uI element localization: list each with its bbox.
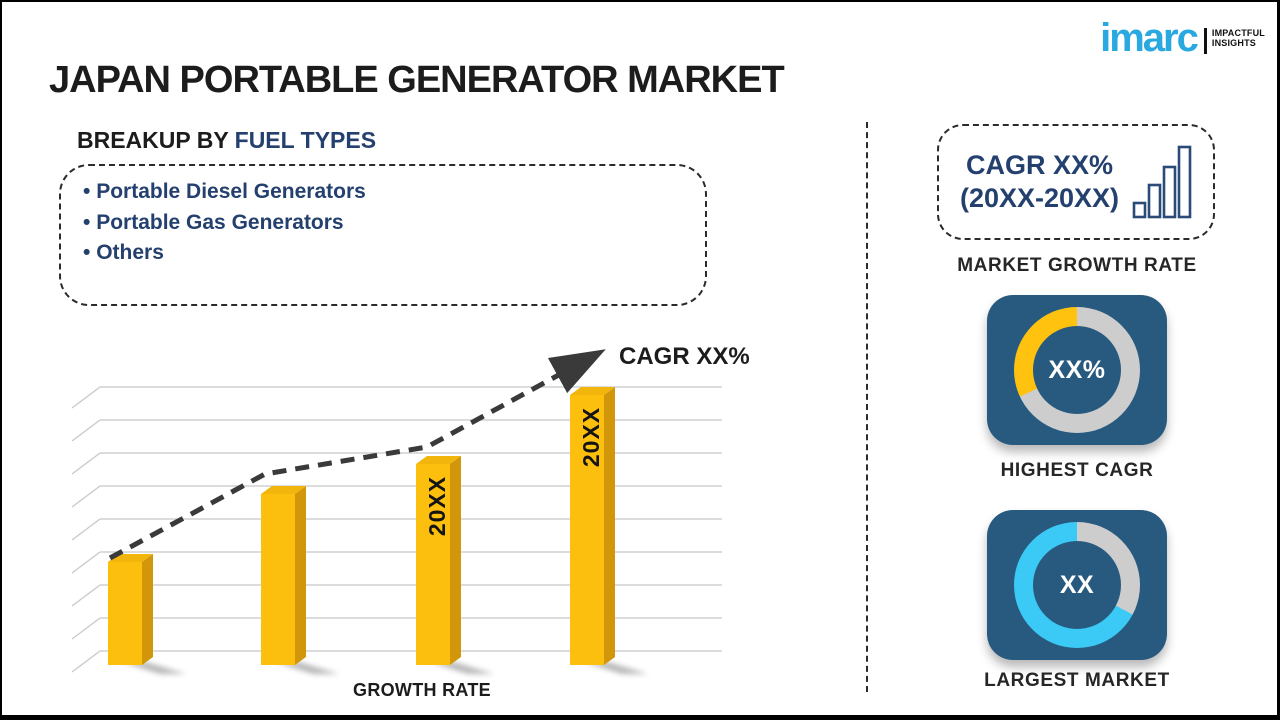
imarc-logo: imarc IMPACTFUL INSIGHTS — [1100, 18, 1265, 58]
breakup-heading-prefix: BREAKUP BY — [77, 127, 235, 153]
bar-chart-icon — [1132, 145, 1192, 219]
logo-tagline-line1: IMPACTFUL — [1211, 28, 1265, 38]
section-divider — [866, 122, 868, 692]
highest-cagr-donut: XX% — [1014, 307, 1140, 433]
market-growth-rate-box: CAGR XX% (20XX-20XX) — [937, 124, 1215, 240]
cagr-line2: (20XX-20XX) — [959, 183, 1120, 213]
highest-cagr-value: XX% — [1033, 326, 1121, 414]
highest-cagr-card: XX% — [987, 295, 1167, 445]
svg-text:20XX: 20XX — [424, 476, 450, 536]
logo-tagline-line2: INSIGHTS — [1211, 38, 1256, 48]
trend-cagr-label: CAGR XX% — [619, 343, 750, 370]
growth-chart-svg: 20XX 20XX — [71, 349, 722, 674]
breakup-heading: BREAKUP BY FUEL TYPES — [77, 127, 376, 154]
largest-market-value: XX — [1033, 541, 1121, 629]
cagr-line1: CAGR XX% — [965, 150, 1113, 180]
fuel-types-box: Portable Diesel GeneratorsPortable Gas G… — [59, 164, 707, 306]
fuel-type-item: Portable Diesel Generators — [83, 177, 695, 208]
fuel-type-list: Portable Diesel GeneratorsPortable Gas G… — [83, 177, 695, 269]
imarc-logo-wordmark: imarc — [1100, 16, 1199, 60]
fuel-type-item: Others — [83, 238, 695, 269]
logo-tagline: IMPACTFUL INSIGHTS — [1212, 28, 1265, 48]
largest-market-label: LARGEST MARKET — [984, 670, 1170, 691]
breakup-heading-highlight: FUEL TYPES — [234, 127, 377, 153]
market-growth-rate-label: MARKET GROWTH RATE — [957, 255, 1197, 276]
largest-market-donut: XX — [1014, 522, 1140, 648]
cagr-value-text: CAGR XX% (20XX-20XX) — [960, 149, 1119, 215]
chart-x-axis-label: GROWTH RATE — [353, 680, 491, 700]
fuel-type-item: Portable Gas Generators — [83, 208, 695, 239]
logo-divider — [1203, 28, 1207, 54]
svg-text:20XX: 20XX — [578, 407, 604, 467]
page-title: JAPAN PORTABLE GENERATOR MARKET — [49, 59, 785, 101]
highest-cagr-label: HIGHEST CAGR — [1000, 460, 1154, 481]
largest-market-card: XX — [987, 510, 1167, 660]
